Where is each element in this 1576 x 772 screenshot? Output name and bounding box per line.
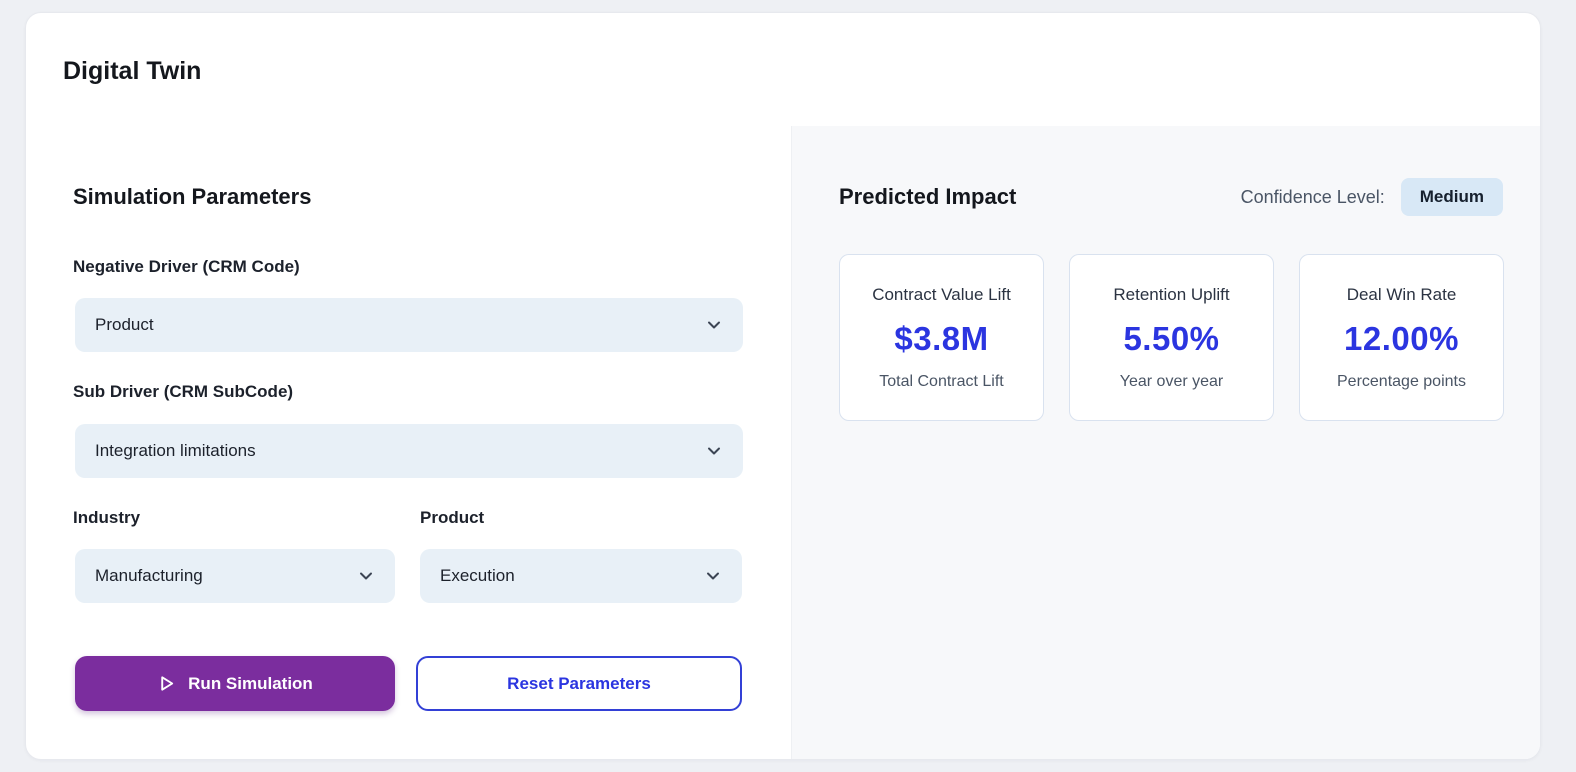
reset-parameters-label: Reset Parameters	[507, 673, 651, 693]
industry-value: Manufacturing	[95, 566, 203, 585]
industry-label: Industry	[73, 508, 141, 527]
confidence-level-badge: Medium	[1400, 178, 1503, 216]
negative-driver-value: Product	[95, 315, 154, 334]
confidence-level: Confidence Level: Medium	[1241, 178, 1503, 216]
digital-twin-card: Digital Twin Simulation Parameters Negat…	[25, 12, 1541, 760]
reset-parameters-button[interactable]: Reset Parameters	[416, 656, 742, 711]
metric-subtitle: Year over year	[1119, 372, 1224, 390]
metric-value: 5.50%	[1123, 319, 1220, 357]
chevron-down-icon	[704, 567, 722, 585]
product-select[interactable]: Execution	[420, 549, 742, 603]
negative-driver-select[interactable]: Product	[75, 298, 743, 352]
metric-card-retention-uplift: Retention Uplift 5.50% Year over year	[1069, 254, 1274, 421]
metric-title: Contract Value Lift	[872, 284, 1011, 304]
predicted-impact-panel	[791, 126, 1540, 759]
simulation-parameters-heading: Simulation Parameters	[73, 184, 312, 209]
metric-subtitle: Total Contract Lift	[879, 372, 1004, 390]
chevron-down-icon	[705, 316, 723, 334]
industry-select[interactable]: Manufacturing	[75, 549, 395, 603]
run-simulation-button[interactable]: Run Simulation	[75, 656, 395, 711]
predicted-impact-heading: Predicted Impact	[839, 184, 1017, 209]
play-icon	[157, 674, 176, 693]
product-value: Execution	[440, 566, 515, 585]
confidence-level-label: Confidence Level:	[1240, 186, 1385, 207]
sub-driver-label: Sub Driver (CRM SubCode)	[73, 382, 294, 401]
metric-title: Deal Win Rate	[1346, 284, 1457, 304]
metric-card-contract-value-lift: Contract Value Lift $3.8M Total Contract…	[839, 254, 1044, 421]
metric-value: 12.00%	[1344, 319, 1459, 357]
metric-value: $3.8M	[894, 319, 989, 357]
chevron-down-icon	[357, 567, 375, 585]
metric-title: Retention Uplift	[1113, 284, 1230, 304]
sub-driver-select[interactable]: Integration limitations	[75, 424, 743, 478]
metric-card-deal-win-rate: Deal Win Rate 12.00% Percentage points	[1299, 254, 1504, 421]
negative-driver-label: Negative Driver (CRM Code)	[73, 257, 300, 276]
impact-metrics: Contract Value Lift $3.8M Total Contract…	[839, 254, 1504, 421]
page-title: Digital Twin	[63, 57, 202, 85]
sub-driver-value: Integration limitations	[95, 441, 256, 460]
metric-subtitle: Percentage points	[1337, 372, 1466, 390]
chevron-down-icon	[705, 442, 723, 460]
product-label: Product	[420, 508, 485, 527]
run-simulation-label: Run Simulation	[188, 673, 313, 693]
